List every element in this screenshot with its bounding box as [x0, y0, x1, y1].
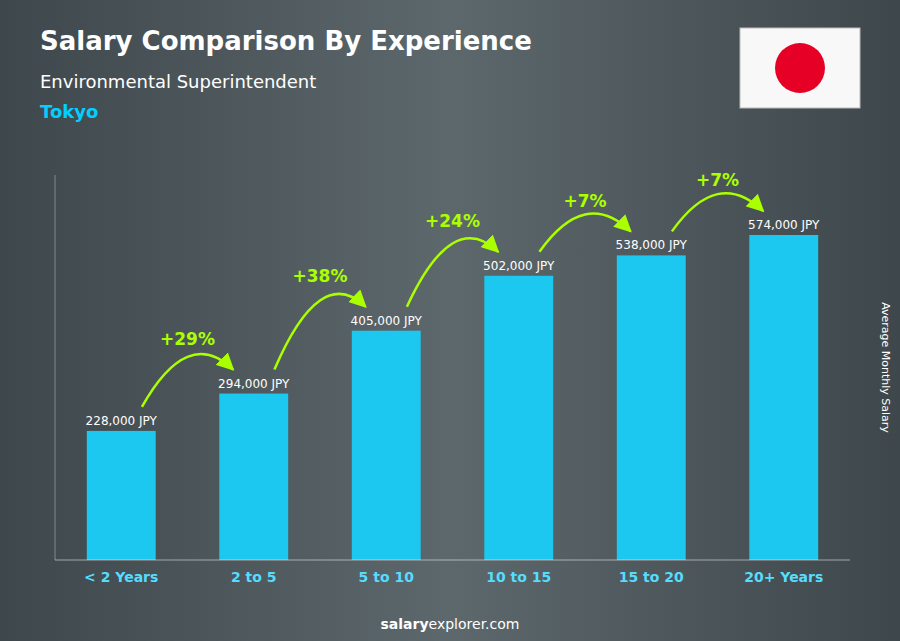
flag — [740, 28, 860, 108]
subtitle: Environmental Superintendent — [40, 71, 316, 92]
change-label: +7% — [696, 170, 739, 190]
change-arrow — [539, 214, 630, 252]
data-label: 294,000 JPY — [218, 377, 290, 391]
y-axis-line — [55, 175, 56, 560]
bars — [87, 235, 818, 560]
bar — [87, 431, 156, 560]
title: Salary Comparison By Experience — [40, 26, 532, 56]
x-tick-label: 10 to 15 — [486, 569, 551, 585]
data-label: 228,000 JPY — [86, 414, 158, 428]
data-label: 502,000 JPY — [483, 259, 555, 273]
data-label: 574,000 JPY — [748, 218, 820, 232]
data-label: 538,000 JPY — [616, 238, 688, 252]
x-tick-label: < 2 Years — [84, 569, 158, 585]
change-arrow — [274, 294, 365, 370]
x-tick-label: 20+ Years — [744, 569, 823, 585]
location: Tokyo — [40, 101, 98, 122]
x-tick-label: 5 to 10 — [359, 569, 415, 585]
change-arrow — [407, 238, 498, 306]
bar — [484, 276, 553, 560]
chart-container: Salary Comparison By Experience Environme… — [0, 0, 900, 641]
y-axis-label: Average Monthly Salary — [879, 302, 892, 433]
flag-disc — [775, 43, 825, 93]
flag-field — [740, 28, 860, 108]
data-label: 405,000 JPY — [351, 314, 423, 328]
change-label: +7% — [563, 191, 606, 211]
change-label: +29% — [160, 329, 215, 349]
x-tick-label: 15 to 20 — [619, 569, 684, 585]
change-label: +38% — [293, 266, 348, 286]
chart-svg: Salary Comparison By Experience Environme… — [0, 0, 900, 641]
x-tick-label: 2 to 5 — [231, 569, 277, 585]
footer-part: explorer.com — [429, 616, 520, 632]
footer-part: salary — [381, 616, 429, 632]
footer: salaryexplorer.com — [381, 616, 520, 632]
x-axis-line — [55, 560, 850, 561]
bar — [617, 255, 686, 560]
bar — [219, 394, 288, 560]
bar — [749, 235, 818, 560]
bar — [352, 331, 421, 560]
background — [0, 0, 900, 641]
change-label: +24% — [425, 211, 480, 231]
change-arrow — [672, 193, 763, 231]
change-arrow — [142, 354, 233, 407]
